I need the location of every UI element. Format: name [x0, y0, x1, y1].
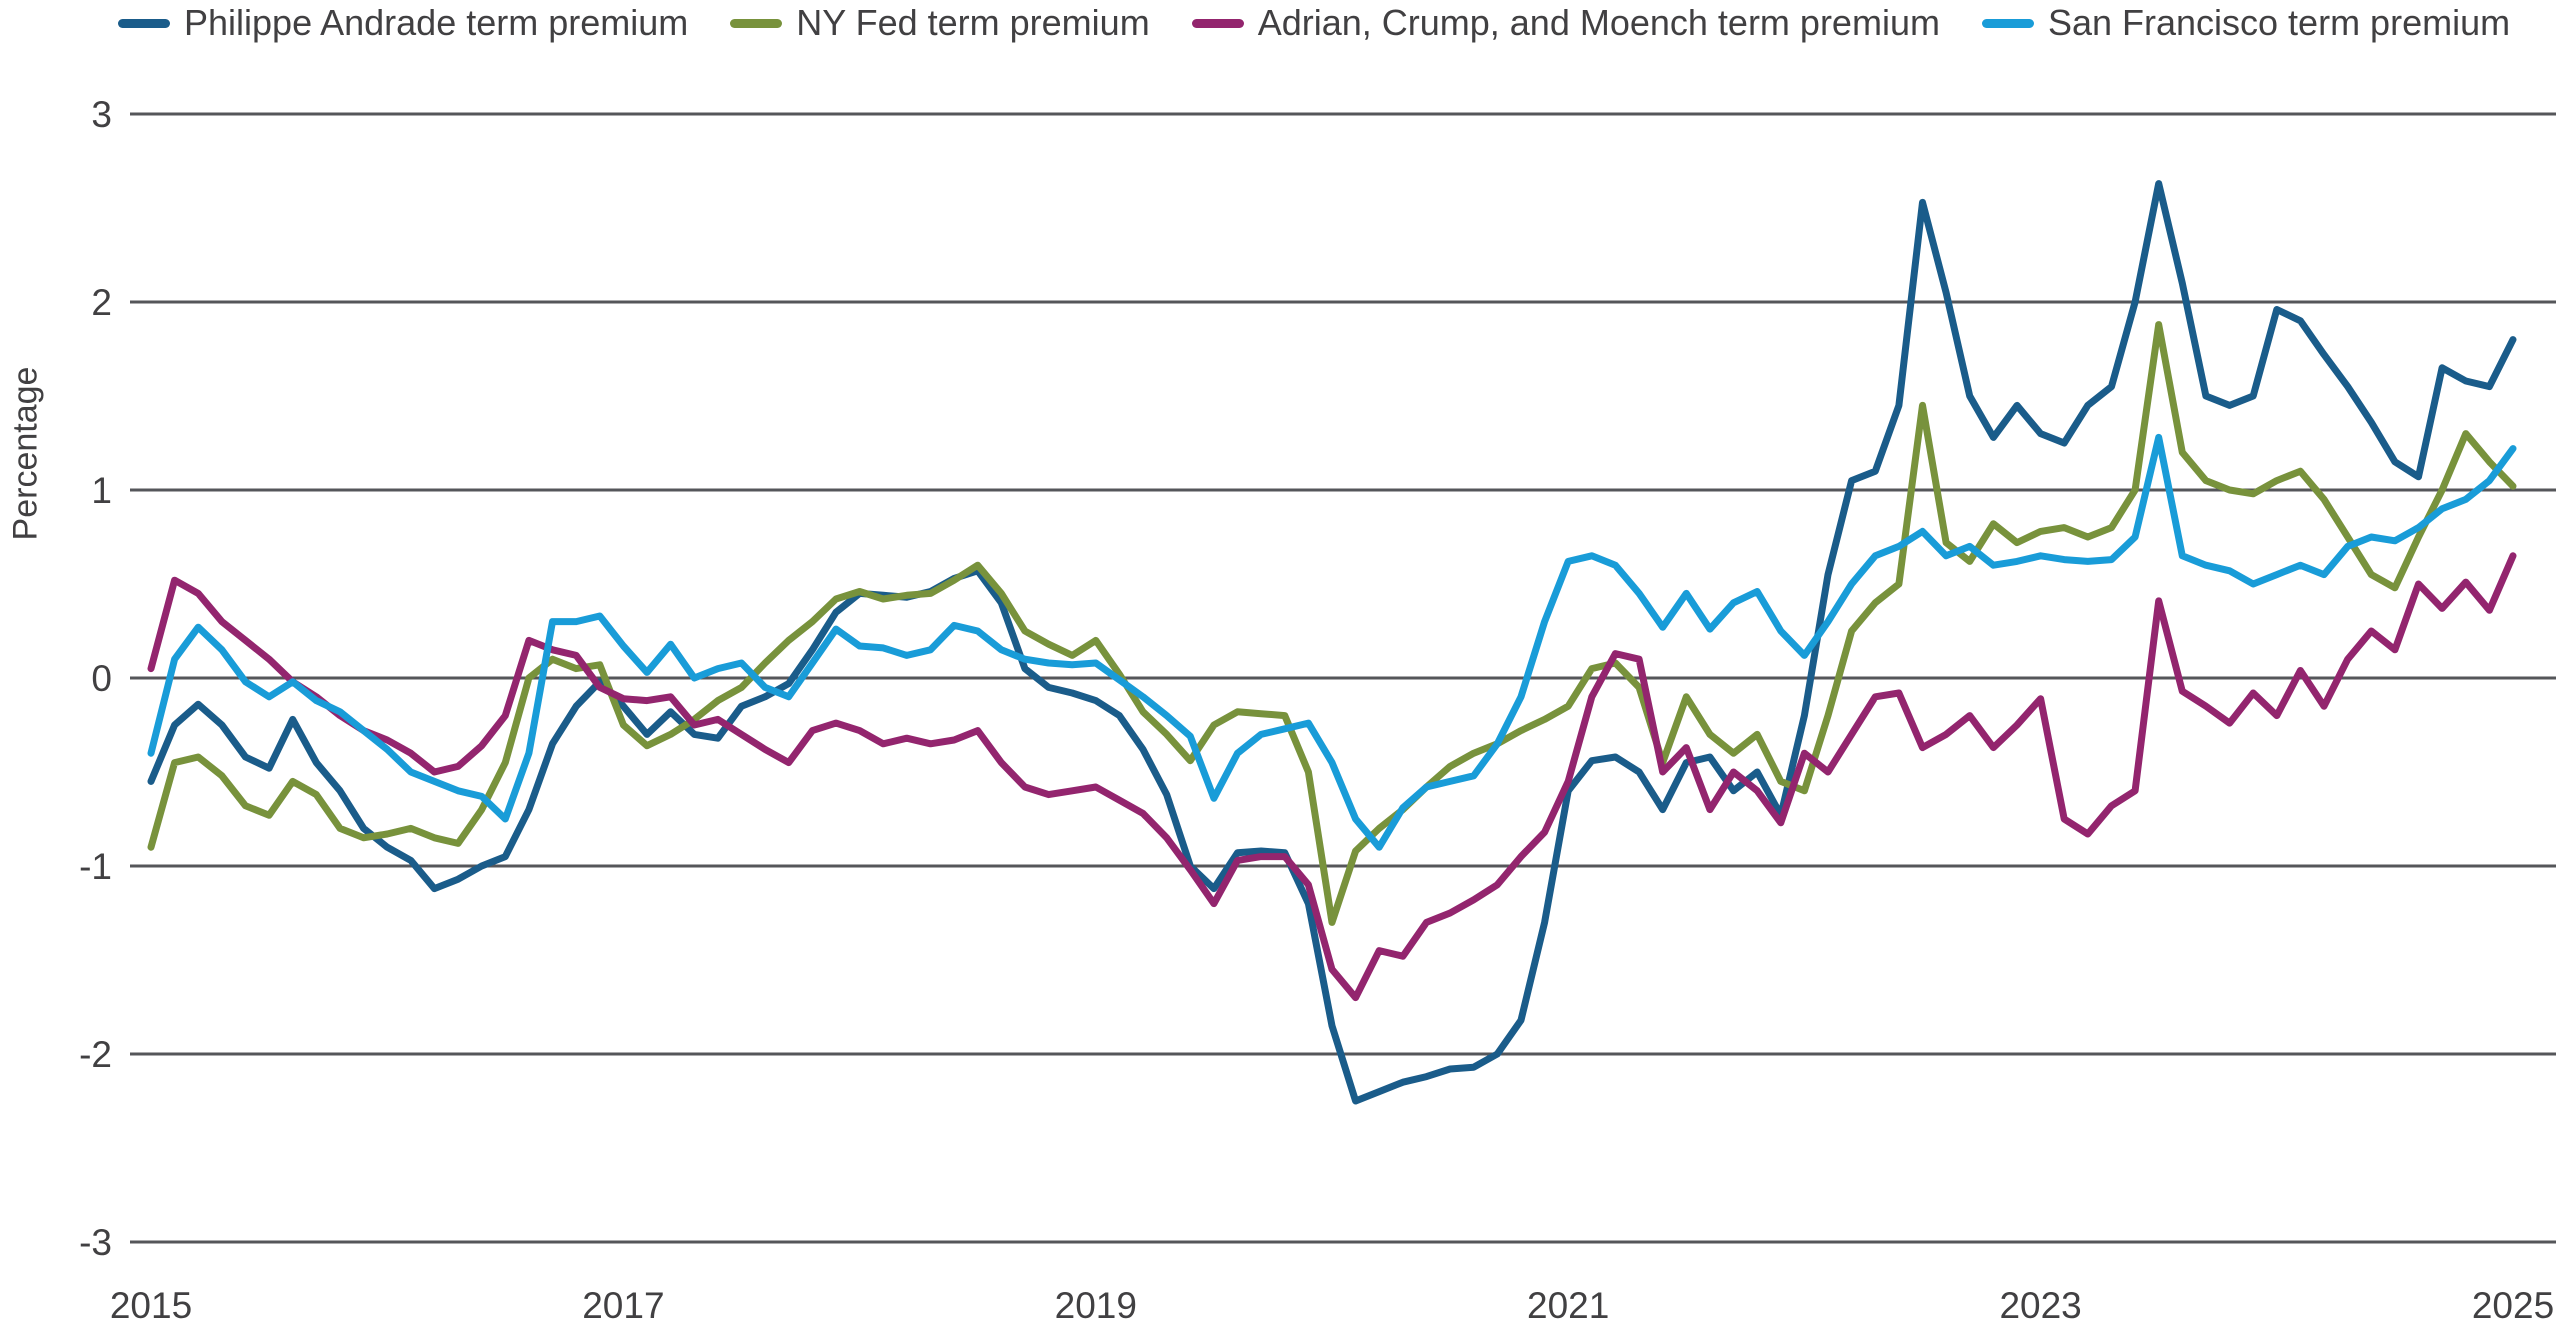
legend-label-ny-fed: NY Fed term premium	[796, 2, 1150, 43]
legend-swatch-philippe-andrade	[118, 18, 170, 28]
x-tick-label-2017: 2017	[582, 1285, 664, 1326]
legend-label-adrian-crump-moench: Adrian, Crump, and Moench term premium	[1257, 2, 1940, 43]
y-tick-label-3: 3	[91, 94, 112, 135]
series-line-adrian-crump-and-moench-term-premium	[147, 552, 2517, 1002]
legend-swatch-ny-fed	[730, 18, 783, 28]
x-tick-label-2021: 2021	[1527, 1285, 1609, 1326]
legend-label-san-francisco: San Francisco term premium	[2047, 2, 2511, 43]
legend-swatch-san-francisco	[1981, 18, 2034, 28]
y-tick-label--3: -3	[79, 1222, 112, 1263]
series-line-philippe-andrade-term-premium	[147, 180, 2517, 1105]
legend-item-adrian-crump-moench: Adrian, Crump, and Moench term premium	[1191, 2, 1940, 44]
y-tick-label--2: -2	[79, 1034, 112, 1075]
legend-label-philippe-andrade: Philippe Andrade term premium	[184, 2, 689, 43]
legend-swatch-adrian-crump-moench	[1191, 18, 1244, 28]
y-tick-label-2: 2	[91, 282, 112, 323]
legend-item-san-francisco: San Francisco term premium	[1981, 2, 2511, 44]
x-tick-label-2019: 2019	[1055, 1285, 1137, 1326]
legend-item-philippe-andrade: Philippe Andrade term premium	[118, 2, 688, 44]
y-tick-label-0: 0	[91, 658, 112, 699]
legend: Philippe Andrade term premium NY Fed ter…	[118, 2, 2510, 44]
series-line-san-francisco-term-premium	[147, 433, 2517, 851]
x-tick-label-2023: 2023	[1999, 1285, 2081, 1326]
x-tick-label-2025: 2025	[2472, 1285, 2554, 1326]
x-tick-label-2015: 2015	[110, 1285, 192, 1326]
legend-item-ny-fed: NY Fed term premium	[730, 2, 1150, 44]
y-tick-label-1: 1	[91, 470, 112, 511]
y-tick-label--1: -1	[79, 846, 112, 887]
